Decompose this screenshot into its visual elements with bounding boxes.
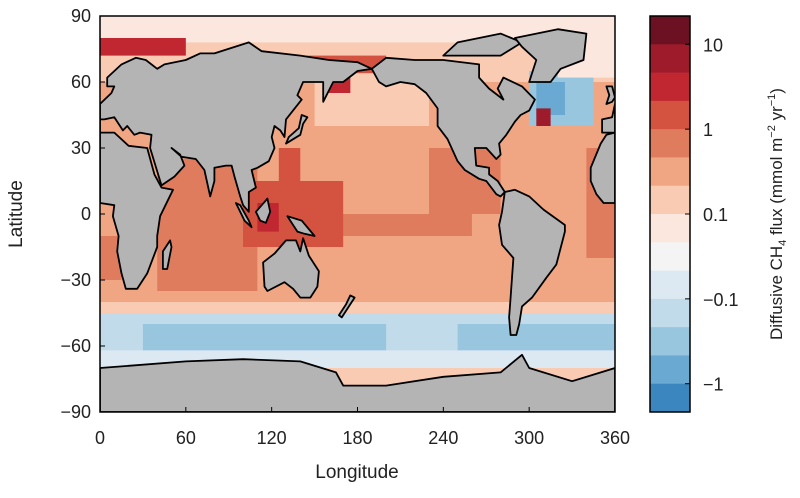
colorbar-bin [650, 129, 690, 158]
landmass-new-zealand [337, 294, 356, 319]
x-tick-label: 240 [428, 428, 458, 448]
colorbar-tick-label: 0.1 [703, 205, 728, 225]
landmass-sumatra [234, 202, 253, 229]
colorbar-bin [650, 157, 690, 187]
y-tick-label: 0 [81, 204, 91, 224]
colorbar-tick-label: −1 [703, 375, 724, 395]
x-tick-label: 360 [600, 428, 630, 448]
flux-region [142, 324, 387, 351]
landmass-eurasia [100, 41, 373, 213]
y-tick-label: 30 [71, 138, 91, 158]
flux-region [100, 236, 122, 280]
x-axis: 0 60 120 180 240 300 360 [95, 407, 630, 448]
y-axis: 90 60 30 0 −30 −60 −90 [60, 6, 105, 422]
colorbar-bin [650, 214, 690, 243]
landmass-south-america [498, 188, 566, 336]
landmass-britain [605, 85, 615, 105]
colorbar: 10 1 0.1 −0.1 −1 [649, 15, 739, 413]
y-tick-label: −90 [60, 402, 91, 422]
landmass-antarctica [100, 353, 615, 412]
landmass-australia [262, 237, 320, 299]
colorbar-tick-label: 1 [703, 120, 713, 140]
landmass-new-guinea [286, 215, 316, 237]
x-axis-label: Longitude [315, 462, 398, 483]
colorbar-label: Diffusive CH4 flux (mmol m−2 yr−1) [766, 88, 789, 340]
x-tick-label: 0 [95, 428, 105, 448]
high-flux-region [278, 148, 301, 214]
landmass-africa [100, 131, 174, 290]
y-tick-label: −30 [60, 270, 91, 290]
colorbar-bin [650, 383, 690, 413]
landmass-europe-west [601, 103, 615, 134]
high-flux-region [536, 108, 551, 126]
landmass-greenland [514, 28, 588, 83]
colorbar-bin [650, 242, 690, 272]
colorbar-bin [650, 16, 690, 45]
colorbar-bin [650, 185, 690, 215]
colorbar-bin [650, 298, 690, 328]
landmass-madagascar [161, 239, 173, 270]
colorbar-bin [650, 327, 690, 356]
high-flux-region [100, 38, 186, 56]
land-masses [100, 28, 615, 412]
landmass-borneo [254, 197, 272, 224]
landmass-arctic-islands [442, 32, 523, 57]
y-tick-label: 90 [71, 6, 91, 26]
x-tick-label: 300 [514, 428, 544, 448]
flux-region [457, 324, 615, 351]
colorbar-tick-label: 10 [703, 35, 723, 55]
x-tick-label: 60 [176, 428, 196, 448]
y-axis-label: Latitude [6, 180, 27, 248]
x-tick-label: 180 [342, 428, 372, 448]
x-tick-label: 120 [257, 428, 287, 448]
landmass-japan [285, 114, 309, 145]
colorbar-bin [650, 72, 690, 102]
colorbar-bin [650, 270, 690, 300]
y-tick-label: −60 [60, 336, 91, 356]
colorbar-bin [650, 100, 690, 130]
colorbar-bin [650, 44, 690, 74]
colorbar-bin [650, 355, 690, 385]
colorbar-tick-label: −0.1 [703, 290, 739, 310]
landmass-north-america [370, 56, 536, 198]
y-tick-label: 60 [71, 72, 91, 92]
